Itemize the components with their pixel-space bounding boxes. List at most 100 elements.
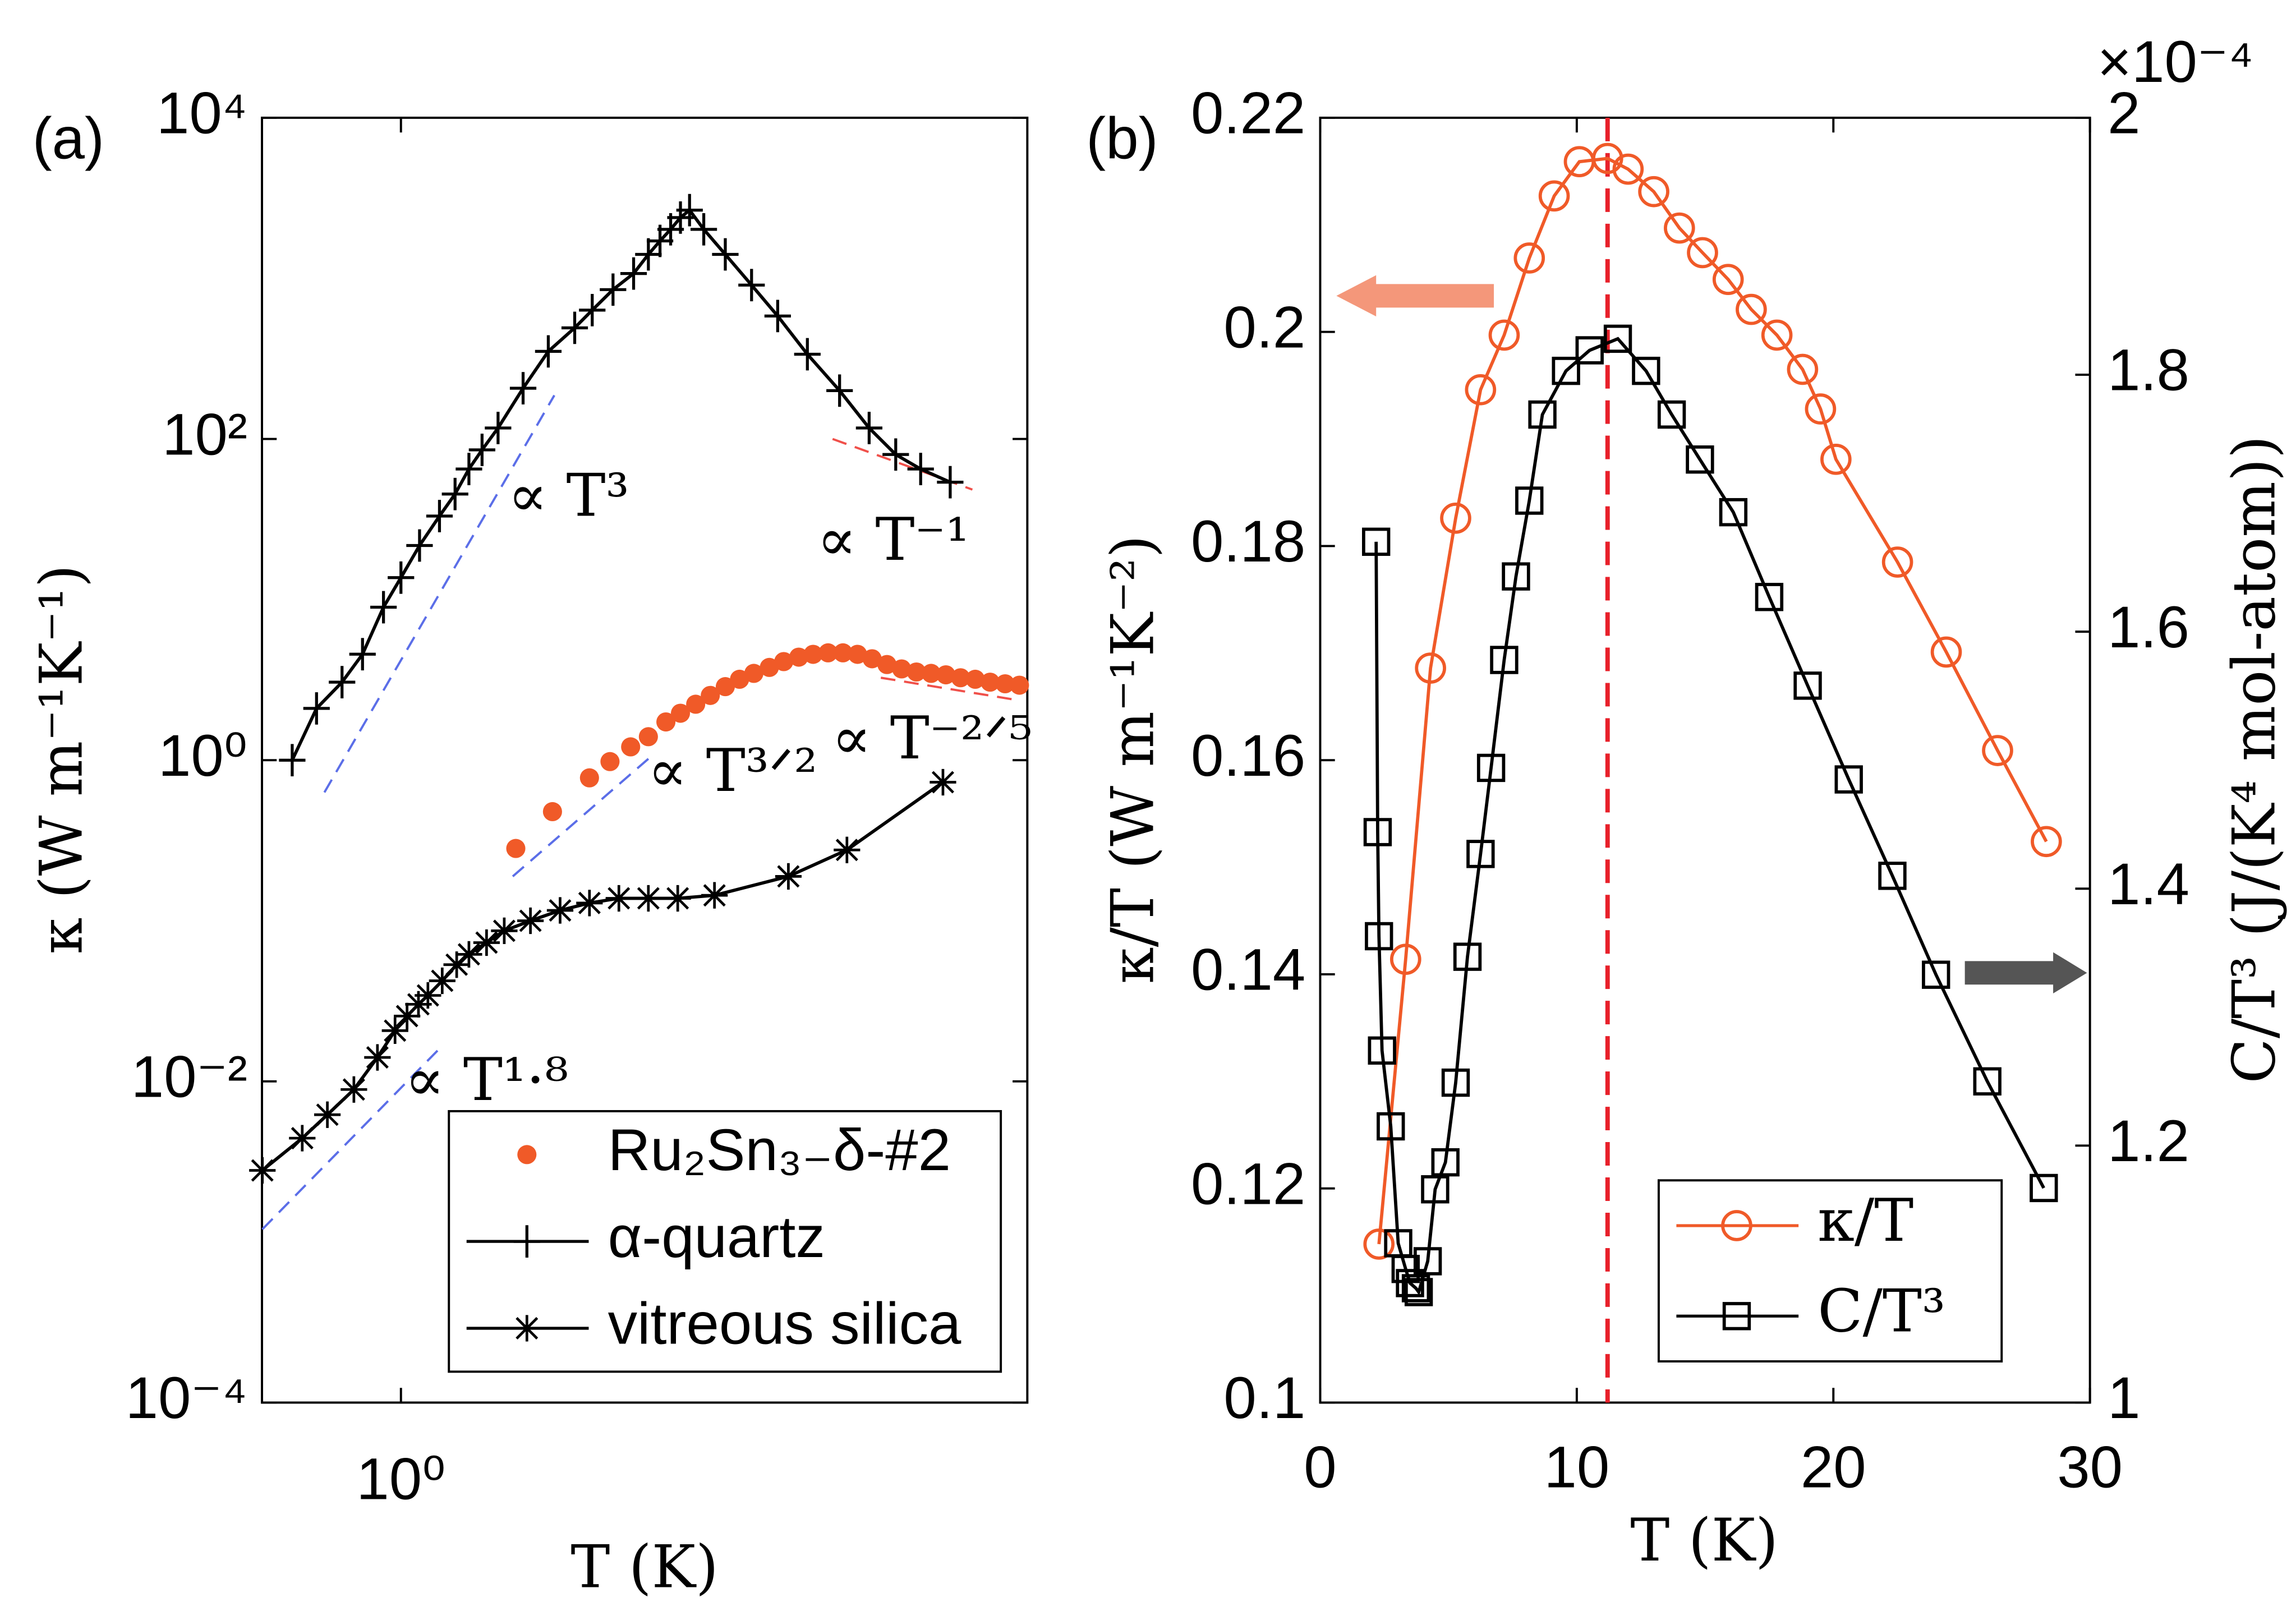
y-tick-label: 0.14	[1191, 937, 1305, 1003]
data-point	[1878, 862, 1907, 890]
data-point	[455, 941, 482, 968]
data-point	[426, 500, 453, 532]
data-point	[907, 453, 934, 485]
data-point	[542, 802, 562, 822]
legend-marker	[517, 1145, 537, 1164]
data-point	[937, 466, 964, 499]
data-point	[443, 951, 470, 978]
legend-label: α-quartz	[608, 1204, 825, 1270]
data-point	[635, 238, 662, 271]
data-point	[1632, 356, 1660, 385]
data-point	[429, 967, 455, 995]
data-point	[701, 685, 720, 705]
legend-label: C/T³	[1818, 1277, 1945, 1346]
data-point	[1638, 176, 1669, 208]
data-point	[509, 372, 537, 404]
data-point	[600, 273, 627, 306]
data-point	[877, 655, 897, 674]
data-point	[1787, 353, 1819, 385]
data-point	[341, 1076, 367, 1103]
data-point	[468, 434, 495, 466]
data-point	[921, 664, 941, 683]
legend-label: vitreous silica	[608, 1291, 961, 1357]
data-point	[701, 882, 728, 909]
data-point	[303, 692, 330, 725]
legend-label: Ru₂Sn₃₋δ-#2	[608, 1117, 951, 1183]
right-axis-arrow	[1964, 952, 2087, 994]
data-point	[1820, 444, 1852, 475]
data-point	[1476, 753, 1506, 783]
y-tick-label: 0.2	[1223, 294, 1305, 360]
x-tick-label: 10	[1544, 1434, 1610, 1500]
x-tick-label: 30	[2057, 1434, 2123, 1500]
data-point	[892, 659, 912, 679]
data-point	[620, 257, 647, 290]
data-point	[605, 885, 632, 912]
y-tick-label: 10⁴	[157, 81, 247, 146]
data-point	[764, 300, 791, 333]
y2-multiplier: ×10⁻⁴	[2097, 29, 2253, 95]
data-point	[517, 907, 544, 935]
data-point	[579, 768, 599, 788]
data-point	[1363, 818, 1392, 846]
data-point	[314, 1101, 341, 1128]
data-point	[1453, 942, 1482, 971]
data-point	[1686, 445, 1714, 474]
y-tick-label: 0.12	[1191, 1151, 1305, 1217]
data-point	[1396, 1269, 1424, 1297]
data-point	[635, 885, 662, 912]
data-point	[803, 645, 823, 664]
data-point	[1657, 400, 1686, 429]
data-point	[936, 665, 956, 685]
data-point	[1538, 180, 1570, 212]
data-point	[712, 238, 739, 271]
data-point	[279, 744, 306, 777]
data-point	[760, 657, 779, 677]
data-point	[1612, 153, 1644, 185]
data-point	[1365, 922, 1393, 951]
data-point	[855, 412, 882, 444]
annotation: ∝ T⁻²ᐟ⁵	[831, 704, 1032, 772]
legend-marker	[513, 1315, 540, 1342]
data-point	[882, 438, 909, 471]
data-point	[1881, 546, 1913, 578]
legend-marker	[1722, 1302, 1751, 1331]
data-point	[930, 768, 956, 796]
data-point	[834, 836, 861, 863]
data-point	[381, 1017, 408, 1044]
data-point	[576, 890, 603, 917]
data-point	[1793, 671, 1822, 700]
data-point	[1466, 840, 1495, 868]
data-point	[2031, 826, 2062, 858]
data-point	[506, 839, 526, 858]
data-point	[579, 294, 606, 326]
data-point	[1363, 1228, 1395, 1260]
data-point	[1401, 1274, 1430, 1302]
data-point	[664, 885, 691, 912]
panel-label: (a)	[33, 105, 104, 171]
left-axis-arrow	[1336, 275, 1494, 317]
data-point	[561, 311, 588, 344]
data-point	[1687, 237, 1718, 269]
y-tick-label: 10⁻⁴	[126, 1365, 247, 1431]
annotation: ∝ T⁻¹	[817, 505, 969, 574]
y2-tick-label: 1	[2108, 1365, 2140, 1431]
data-point	[441, 477, 468, 510]
data-point	[676, 194, 703, 227]
data-point	[1528, 400, 1557, 429]
data-point	[415, 982, 441, 1009]
data-point	[1490, 646, 1519, 674]
data-point	[1404, 1278, 1433, 1306]
data-point	[485, 412, 512, 444]
data-point	[1930, 636, 1962, 668]
data-point	[289, 1125, 316, 1152]
data-point	[774, 652, 794, 671]
y2-tick-label: 1.4	[2108, 851, 2189, 917]
data-point	[1603, 324, 1632, 353]
series-line	[1377, 157, 2048, 1245]
legend-label: κ/T	[1818, 1186, 1913, 1255]
data-point	[473, 929, 500, 956]
y2-tick-label: 2	[2108, 81, 2140, 146]
data-point	[686, 694, 706, 714]
